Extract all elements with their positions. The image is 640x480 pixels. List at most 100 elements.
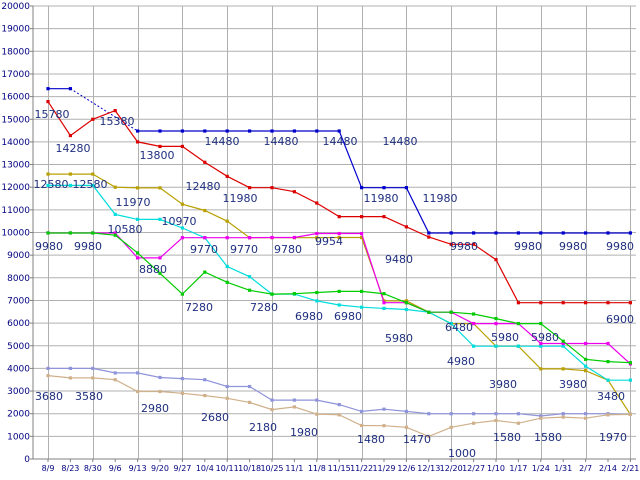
series-data-point: [292, 398, 296, 402]
y-axis-tick-labels: 0 1000 2000 3000 4000 5000 6000 7000 8000 9000 100…: [1, 2, 33, 465]
series-data-point: [337, 413, 341, 417]
series-data-point: [494, 412, 498, 416]
data-point-label: 14480: [205, 135, 240, 148]
series-data-point: [584, 364, 588, 368]
data-point-label: 7280: [250, 301, 278, 314]
series-data-point: [270, 235, 274, 240]
series-data-point: [584, 369, 588, 373]
data-point-label: 9980: [559, 240, 587, 253]
data-point-label: 13800: [140, 149, 175, 162]
series-data-point: [472, 231, 476, 235]
data-point-label: 12580: [73, 178, 108, 191]
grid-lines: [32, 5, 636, 460]
data-point-label: 9770: [230, 243, 258, 256]
series-data-point: [606, 341, 610, 346]
series-data-point: [248, 400, 252, 404]
series-data-point: [113, 212, 117, 216]
series-data-point: [494, 258, 498, 262]
data-point-label: 10970: [162, 215, 197, 228]
data-point-label: 1970: [599, 431, 627, 444]
data-point-label: 14480: [323, 135, 358, 148]
data-point-label: 9980: [450, 240, 478, 253]
series-data-point: [91, 376, 95, 380]
series-data-point: [337, 129, 341, 133]
x-axis-tick-label: 1/31: [554, 464, 572, 473]
series-data-point: [472, 412, 476, 416]
x-axis-tick-label: 8/30: [84, 464, 102, 473]
series-data-point: [68, 87, 72, 91]
series-data-point: [68, 376, 72, 380]
series-data-point: [404, 301, 408, 305]
series-data-point: [337, 215, 341, 219]
series-data-point: [180, 376, 184, 381]
data-point-label: 9980: [514, 240, 542, 253]
x-axis-tick-label: 11/29: [372, 464, 395, 473]
data-point-label: 9480: [385, 253, 413, 266]
data-point-label: 11970: [116, 196, 151, 209]
series-data-point: [360, 215, 364, 219]
data-point-label: 9770: [190, 243, 218, 256]
data-point-label: 10580: [108, 223, 143, 236]
x-axis-tick-label: 2/7: [579, 464, 592, 473]
series-data-point: [516, 301, 520, 305]
data-point-label: 15380: [100, 115, 135, 128]
series-data-point: [158, 256, 162, 260]
data-point-labels: 1578014280153801380012480119809480690014…: [34, 108, 635, 460]
series-line: [48, 367, 631, 417]
data-point-label: 4980: [447, 355, 475, 368]
data-point-label: 15780: [35, 108, 70, 121]
series-data-point: [113, 378, 117, 382]
series-data-point: [136, 371, 140, 375]
y-axis-tick-label: 19000: [1, 25, 30, 35]
data-point-label: 1580: [493, 431, 521, 444]
y-axis-tick-label: 1000: [7, 432, 30, 442]
series-data-point: [584, 301, 588, 305]
series-data-point: [606, 413, 610, 417]
series-data-point: [46, 99, 50, 104]
series-data-point: [203, 208, 207, 213]
series-data-point: [225, 280, 229, 284]
series-data-point: [248, 288, 252, 292]
data-point-label: 9954: [315, 235, 343, 248]
data-point-label: 3680: [35, 390, 63, 403]
series-data-point: [158, 217, 162, 221]
data-point-label: 9980: [35, 240, 63, 253]
series-data-point: [404, 299, 408, 303]
series-data-point: [472, 421, 476, 425]
x-axis-tick-label: 9/20: [151, 464, 169, 473]
series-data-point: [628, 378, 632, 382]
series-data-point: [472, 242, 476, 246]
series-data-point: [225, 264, 229, 269]
series-data-point: [539, 301, 543, 305]
series-data-point: [248, 236, 252, 240]
series-data-point: [337, 231, 341, 236]
series-data-point: [91, 117, 95, 121]
y-axis-tick-label: 20000: [1, 2, 30, 12]
data-point-label: 1470: [403, 433, 431, 446]
series-data-point: [584, 231, 588, 235]
series-data-point: [539, 344, 543, 348]
series-data-point: [584, 416, 588, 420]
y-axis-tick-label: 5000: [7, 342, 30, 352]
series-data-point: [180, 391, 184, 395]
series-data-point: [315, 129, 319, 133]
series-data-point: [360, 231, 364, 236]
data-point-label: 6900: [606, 313, 634, 326]
series-data-point: [68, 183, 72, 187]
data-point-label: 11980: [223, 192, 258, 205]
data-series-layer: [46, 87, 632, 438]
series-data-point: [113, 231, 117, 235]
series-data-point: [225, 236, 229, 240]
series-data-point: [315, 398, 319, 402]
series-data-point: [584, 357, 588, 361]
series-data-point: [203, 236, 207, 240]
series-data-point: [584, 412, 588, 416]
data-point-label: 5980: [385, 332, 413, 345]
series-data-point: [158, 375, 162, 380]
x-axis-tick-label: 10/18: [238, 464, 261, 473]
series-data-point: [136, 140, 140, 144]
data-point-label: 11980: [364, 192, 399, 205]
series-data-point: [449, 412, 453, 416]
series-data-point: [203, 129, 207, 133]
data-point-label: 2680: [201, 411, 229, 424]
